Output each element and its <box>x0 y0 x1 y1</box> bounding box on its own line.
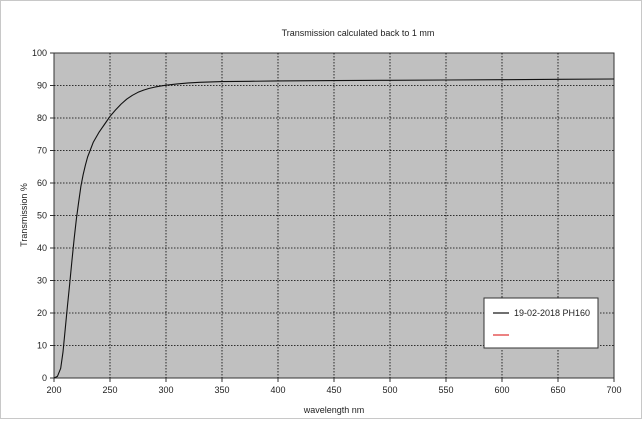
y-tick-label: 100 <box>32 48 47 58</box>
y-axis-title: Transmission % <box>19 183 29 247</box>
x-tick-label: 500 <box>382 385 397 395</box>
y-axis-ticks: 0 10 20 30 40 50 60 70 80 90 100 <box>32 48 54 383</box>
series-line-1 <box>53 78 615 379</box>
y-tick-label: 10 <box>37 341 47 351</box>
y-tick-label: 0 <box>42 373 47 383</box>
series-lines <box>53 78 615 379</box>
x-tick-label: 250 <box>102 385 117 395</box>
x-tick-label: 400 <box>270 385 285 395</box>
x-tick-label: 450 <box>326 385 341 395</box>
y-tick-label: 80 <box>37 113 47 123</box>
legend-label-series-1: 19-02-2018 PH160 <box>514 308 590 318</box>
x-tick-label: 350 <box>214 385 229 395</box>
x-tick-label: 200 <box>46 385 61 395</box>
x-axis-title: wavelength nm <box>303 405 365 415</box>
x-tick-label: 550 <box>438 385 453 395</box>
x-tick-label: 700 <box>606 385 621 395</box>
y-tick-label: 50 <box>37 211 47 221</box>
y-tick-label: 90 <box>37 81 47 91</box>
legend-box <box>483 297 599 349</box>
legend: 19-02-2018 PH160 <box>483 297 599 349</box>
y-tick-label: 40 <box>37 243 47 253</box>
grid-lines <box>54 53 614 378</box>
y-tick-label: 20 <box>37 308 47 318</box>
x-tick-label: 300 <box>158 385 173 395</box>
chart-title: Transmission calculated back to 1 mm <box>282 28 435 38</box>
x-tick-label: 650 <box>550 385 565 395</box>
y-tick-label: 60 <box>37 178 47 188</box>
x-tick-label: 600 <box>494 385 509 395</box>
y-tick-label: 30 <box>37 276 47 286</box>
x-axis-ticks: 200 250 300 350 400 450 500 550 600 650 700 <box>46 378 622 395</box>
y-tick-label: 70 <box>37 146 47 156</box>
